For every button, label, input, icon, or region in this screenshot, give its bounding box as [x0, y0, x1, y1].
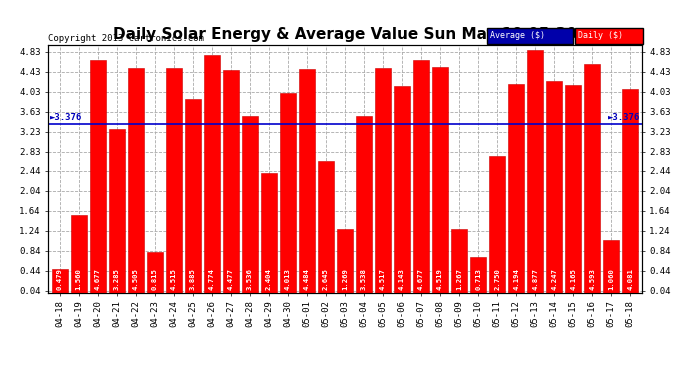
Bar [128, 68, 144, 292]
Text: ►3.376: ►3.376 [50, 113, 82, 122]
Bar [109, 129, 125, 292]
Text: 2.750: 2.750 [494, 268, 500, 290]
Text: 0.815: 0.815 [152, 268, 158, 290]
Text: 3.536: 3.536 [247, 268, 253, 290]
Bar [241, 116, 258, 292]
Text: ►3.376: ►3.376 [608, 113, 640, 122]
Text: 4.165: 4.165 [570, 268, 576, 290]
FancyBboxPatch shape [487, 28, 573, 44]
Bar [147, 252, 163, 292]
Text: 2.404: 2.404 [266, 268, 272, 290]
Bar [90, 60, 106, 292]
Bar [546, 81, 562, 292]
Text: 4.519: 4.519 [437, 268, 443, 290]
Text: 2.645: 2.645 [323, 268, 329, 290]
Bar [280, 93, 296, 292]
Text: 4.505: 4.505 [132, 268, 139, 290]
Bar [52, 268, 68, 292]
Text: 4.515: 4.515 [171, 268, 177, 290]
Text: 3.538: 3.538 [361, 268, 367, 290]
Bar [413, 60, 429, 292]
Bar [261, 173, 277, 292]
Text: Daily ($): Daily ($) [578, 31, 623, 40]
FancyBboxPatch shape [575, 28, 644, 44]
Bar [489, 156, 505, 292]
Text: Average ($): Average ($) [491, 31, 545, 40]
Text: Copyright 2013 Cartronics.com: Copyright 2013 Cartronics.com [48, 33, 204, 42]
Text: 4.677: 4.677 [418, 268, 424, 290]
Bar [318, 161, 334, 292]
Text: 4.677: 4.677 [95, 268, 101, 290]
Bar [185, 99, 201, 292]
Text: 0.713: 0.713 [475, 268, 481, 290]
Bar [375, 68, 391, 292]
Text: 4.484: 4.484 [304, 268, 310, 290]
Text: 4.877: 4.877 [532, 268, 538, 290]
Bar [223, 69, 239, 292]
Bar [166, 68, 182, 292]
Text: 3.285: 3.285 [114, 268, 120, 290]
Text: 4.517: 4.517 [380, 268, 386, 290]
Bar [470, 257, 486, 292]
Bar [508, 84, 524, 292]
Bar [70, 215, 87, 292]
Bar [299, 69, 315, 292]
Text: 4.081: 4.081 [627, 268, 633, 290]
Bar [451, 230, 467, 292]
Bar [603, 240, 620, 292]
Title: Daily Solar Energy & Average Value Sun May 19 05:30: Daily Solar Energy & Average Value Sun M… [113, 27, 577, 42]
Bar [527, 50, 543, 292]
Text: 1.060: 1.060 [609, 268, 614, 290]
Bar [337, 229, 353, 292]
Text: 4.247: 4.247 [551, 268, 558, 290]
Bar [622, 89, 638, 292]
Bar [565, 85, 581, 292]
Text: 4.774: 4.774 [209, 268, 215, 290]
Bar [432, 68, 448, 292]
Text: 0.479: 0.479 [57, 268, 63, 290]
Text: 3.885: 3.885 [190, 268, 196, 290]
Text: 4.477: 4.477 [228, 268, 234, 290]
Text: 1.560: 1.560 [76, 268, 81, 290]
Bar [584, 64, 600, 292]
Bar [394, 86, 410, 292]
Text: 4.194: 4.194 [513, 268, 519, 290]
Text: 1.269: 1.269 [342, 268, 348, 290]
Text: 4.593: 4.593 [589, 268, 595, 290]
Bar [356, 116, 372, 292]
Text: 4.013: 4.013 [285, 268, 291, 290]
Bar [204, 55, 220, 292]
Text: 4.143: 4.143 [399, 268, 405, 290]
Text: 1.267: 1.267 [456, 268, 462, 290]
